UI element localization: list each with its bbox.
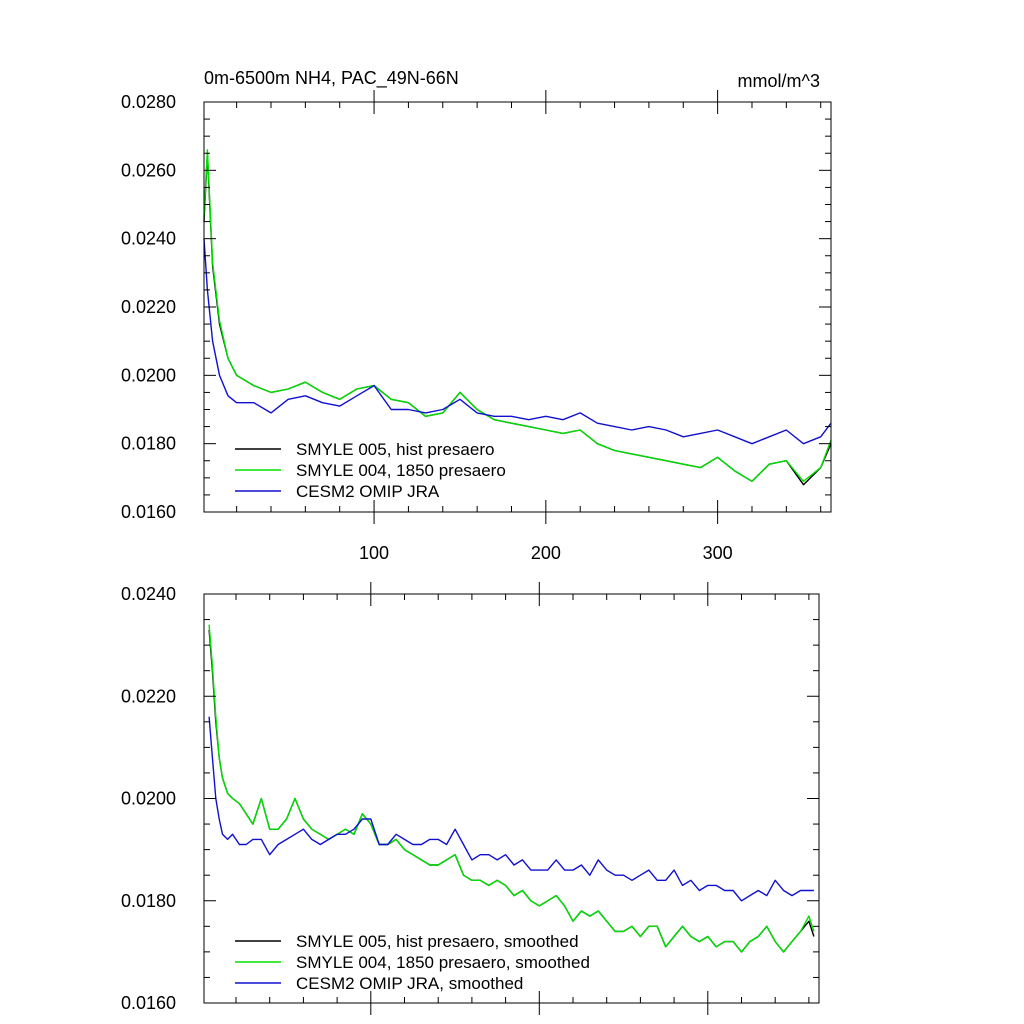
top-y-tick-label: 0.0220 — [121, 297, 176, 317]
bottom-panel-frame — [203, 593, 820, 1004]
top-panel-series-lines — [203, 149, 832, 486]
top-legend-label-3: CESM2 OMIP JRA — [296, 482, 440, 501]
bottom-y-tick-label: 0.0180 — [121, 891, 176, 911]
bottom-y-tick-label: 0.0160 — [121, 993, 176, 1013]
top-y-tick-label: 0.0280 — [121, 92, 176, 112]
bottom-legend-label-1: SMYLE 005, hist presaero, smoothed — [296, 932, 579, 951]
top-series-line-2 — [203, 149, 832, 482]
top-panel-title: 0m-6500m NH4, PAC_49N-66N — [204, 68, 459, 89]
top-x-tick-label: 300 — [703, 543, 733, 563]
bottom-y-tick-label: 0.0200 — [121, 789, 176, 809]
top-panel-ticks: 0.0160 0.0180 0.0200 0.0220 0.0240 0.0260 0.02… — [121, 90, 831, 563]
top-series-line-3 — [203, 238, 832, 445]
bottom-y-tick-label: 0.0240 — [121, 584, 176, 604]
top-x-tick-label: 100 — [359, 543, 389, 563]
top-panel: 0m-6500m NH4, PAC_49N-66N mmol/m^3 0.016… — [121, 68, 832, 563]
bottom-series-line-2 — [208, 624, 815, 953]
bottom-panel-ticks: 0.0160 0.0180 0.0200 0.0220 0.0240 — [121, 582, 819, 1015]
bottom-panel-series-lines — [208, 624, 815, 953]
top-panel-legend: SMYLE 005, hist presaero SMYLE 004, 1850 … — [235, 440, 506, 501]
top-legend-label-2: SMYLE 004, 1850 presaero — [296, 461, 506, 480]
top-x-tick-label: 200 — [531, 543, 561, 563]
bottom-y-tick-label: 0.0220 — [121, 686, 176, 706]
top-panel-units-label: mmol/m^3 — [738, 71, 820, 91]
top-y-tick-label: 0.0260 — [121, 160, 176, 180]
top-y-tick-label: 0.0160 — [121, 502, 176, 522]
bottom-panel-legend: SMYLE 005, hist presaero, smoothed SMYLE … — [235, 932, 590, 993]
bottom-legend-label-3: CESM2 OMIP JRA, smoothed — [296, 974, 523, 993]
top-panel-frame — [203, 101, 832, 513]
top-legend-label-1: SMYLE 005, hist presaero — [296, 440, 494, 459]
top-y-tick-label: 0.0180 — [121, 434, 176, 454]
bottom-panel: 0.0160 0.0180 0.0200 0.0220 0.0240 SMYLE 005… — [121, 582, 820, 1015]
top-y-tick-label: 0.0200 — [121, 365, 176, 385]
bottom-series-line-3 — [208, 716, 814, 902]
bottom-legend-label-2: SMYLE 004, 1850 presaero, smoothed — [296, 953, 590, 972]
top-y-tick-label: 0.0240 — [121, 229, 176, 249]
